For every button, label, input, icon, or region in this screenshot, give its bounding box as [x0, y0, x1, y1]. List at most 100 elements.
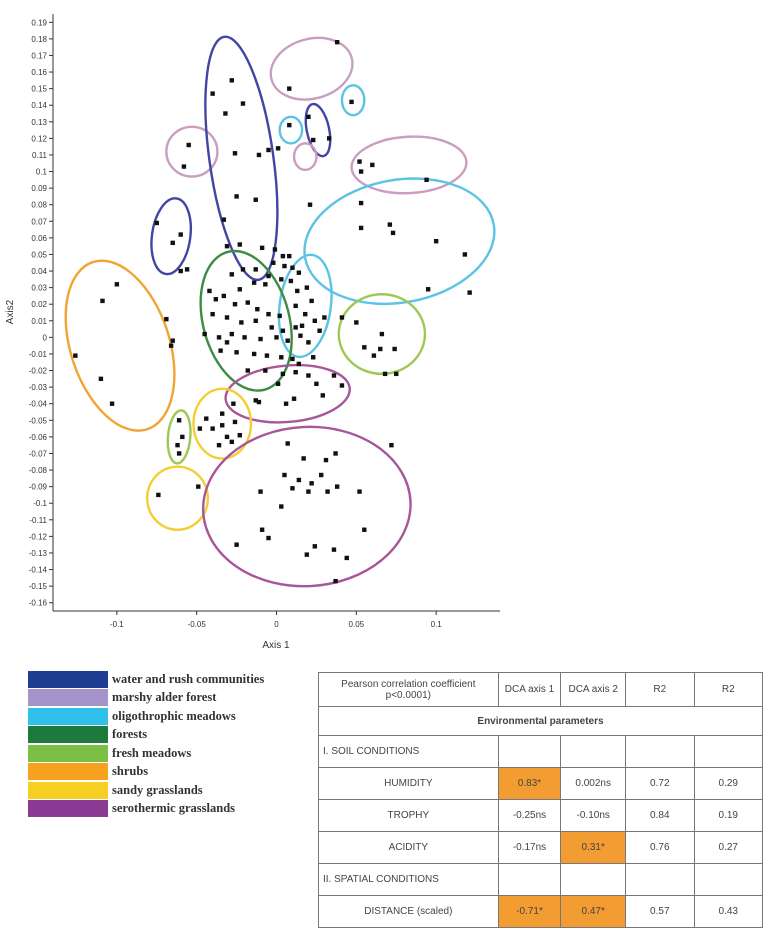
- data-point: [175, 442, 180, 448]
- data-point: [296, 361, 302, 367]
- x-axis-title: Axis 1: [262, 640, 290, 651]
- data-point: [357, 159, 362, 164]
- data-point: [298, 333, 303, 338]
- group-ellipse: [340, 84, 366, 117]
- data-point: [304, 552, 310, 557]
- data-point: [256, 152, 262, 158]
- data-point: [339, 315, 345, 320]
- data-point: [275, 146, 281, 151]
- value-cell: -0.17ns: [497, 831, 562, 864]
- data-point: [271, 260, 276, 265]
- data-point: [234, 194, 239, 199]
- value-cell: 0.83*: [497, 767, 562, 800]
- data-point: [306, 340, 311, 345]
- data-point: [358, 200, 364, 206]
- y-tick-label: -0.12: [29, 532, 48, 541]
- data-point: [358, 225, 364, 231]
- data-point: [272, 247, 278, 252]
- value-cell: 0.19: [693, 799, 763, 832]
- data-point: [176, 451, 182, 456]
- data-point: [255, 306, 260, 312]
- data-point: [467, 290, 472, 295]
- data-point: [293, 303, 298, 309]
- y-tick-label: 0.09: [31, 184, 47, 193]
- y-tick-label: -0.07: [29, 449, 48, 458]
- data-point: [389, 442, 394, 448]
- header-cell: DCA axis 2: [560, 672, 627, 707]
- y-axis-title: Axis2: [5, 299, 16, 324]
- y-tick-label: -0.02: [29, 367, 48, 376]
- header-cell: R2: [693, 672, 763, 707]
- y-tick-label: -0.05: [29, 416, 48, 425]
- data-point: [197, 426, 203, 431]
- data-point: [259, 245, 265, 251]
- data-point: [334, 484, 340, 489]
- data-point: [277, 313, 282, 319]
- y-tick-label: 0.19: [31, 18, 47, 27]
- data-point: [378, 346, 383, 352]
- data-point: [433, 238, 439, 244]
- data-point: [288, 278, 294, 284]
- data-point: [354, 320, 359, 325]
- row-label: DISTANCE (scaled): [318, 895, 499, 928]
- data-point: [279, 355, 284, 360]
- data-points: [73, 39, 472, 584]
- group-ellipse: [224, 363, 351, 424]
- data-point: [280, 328, 286, 333]
- data-point: [296, 477, 302, 483]
- data-point: [229, 439, 234, 445]
- group-ellipse: [64, 259, 176, 432]
- empty-cell: [560, 735, 627, 768]
- y-tick-label: 0.12: [31, 134, 47, 143]
- data-point: [362, 345, 367, 350]
- data-point: [224, 434, 230, 440]
- data-point: [237, 433, 242, 438]
- legend-label: marshy alder forest: [112, 690, 217, 705]
- data-point: [309, 481, 314, 486]
- y-tick-label: 0.04: [31, 267, 47, 276]
- data-point: [295, 288, 300, 294]
- data-point: [245, 300, 250, 305]
- data-point: [98, 376, 104, 382]
- data-point: [256, 399, 262, 405]
- value-cell: 0.72: [625, 767, 695, 800]
- group-ellipse: [292, 142, 318, 172]
- group-ellipse: [278, 115, 304, 145]
- data-point: [382, 371, 388, 377]
- empty-cell: [625, 735, 695, 768]
- data-point: [210, 91, 215, 96]
- y-tick-label: -0.15: [29, 582, 48, 591]
- data-point: [299, 323, 305, 328]
- group-ellipse: [350, 135, 468, 195]
- data-point: [259, 527, 265, 532]
- value-cell: 0.43: [693, 895, 763, 928]
- legend-swatch: [28, 763, 108, 781]
- y-tick-label: 0.02: [31, 300, 47, 309]
- data-point: [312, 544, 318, 549]
- y-tick-label: -0.13: [29, 549, 48, 558]
- data-point: [210, 311, 215, 317]
- data-point: [266, 273, 271, 279]
- legend-swatch: [28, 726, 108, 744]
- data-point: [279, 504, 284, 509]
- data-point: [303, 311, 308, 317]
- data-point: [301, 456, 306, 461]
- data-point: [156, 492, 161, 498]
- data-point: [231, 401, 236, 406]
- legend-item-forests: forests: [28, 726, 318, 745]
- group-ellipse: [201, 425, 412, 588]
- value-cell: -0.71*: [497, 895, 562, 928]
- data-point: [221, 217, 227, 222]
- data-point: [263, 368, 268, 373]
- data-point: [229, 78, 234, 83]
- x-tick-label: 0.05: [349, 620, 365, 629]
- data-point: [170, 338, 175, 343]
- data-point: [312, 318, 318, 323]
- value-cell: 0.84: [625, 799, 695, 832]
- row-label: TROPHY: [318, 799, 499, 832]
- data-point: [73, 353, 78, 358]
- data-point: [357, 489, 362, 494]
- data-point: [331, 373, 337, 378]
- data-point: [232, 419, 238, 425]
- group-ellipse: [337, 293, 427, 376]
